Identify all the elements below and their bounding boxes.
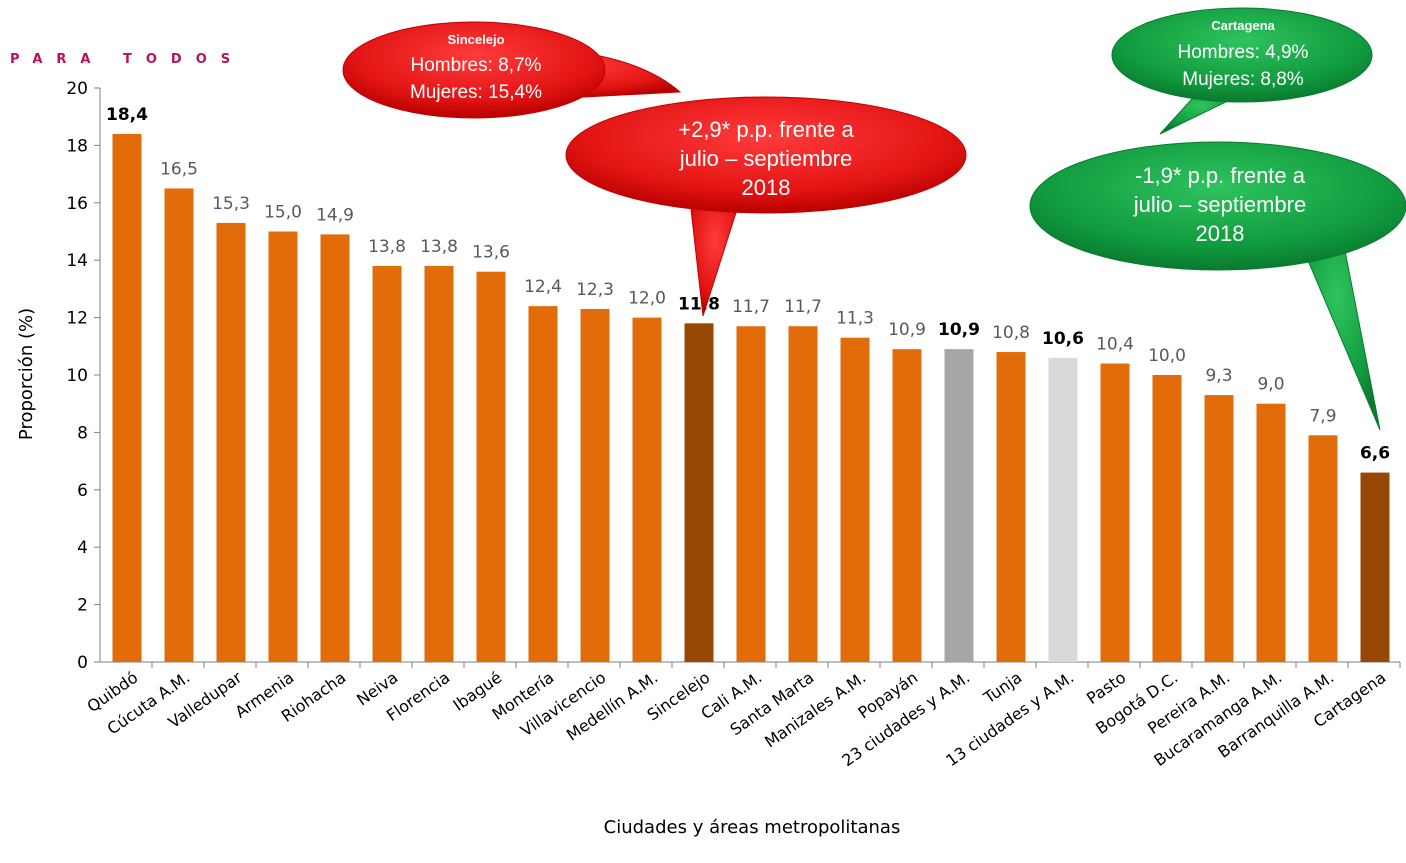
cartagena-callout-title: Cartagena [1211,18,1275,33]
cartagena-change-line2: julio – septiembre [1133,192,1306,217]
bar-medell-n-a-m- [632,317,662,662]
y-tick-label: 12 [66,309,88,329]
bar-riohacha [320,234,350,662]
y-tick-label: 6 [77,481,88,501]
value-label: 10,9 [938,320,980,340]
bar-florencia [424,265,454,662]
sincelejo-change-line2: julio – septiembre [679,146,852,171]
cartagena-callout-men: Hombres: 4,9% [1178,42,1309,63]
bar-ibagu- [476,271,506,662]
bar-armenia [268,231,298,662]
value-label: 9,0 [1257,375,1284,395]
value-label: 10,0 [1148,346,1186,366]
bar-popay-n [892,349,922,662]
value-label: 15,3 [212,194,250,214]
bar-c-cuta-a-m- [164,188,194,662]
y-tick-label: 10 [66,366,88,386]
value-label: 6,6 [1360,444,1390,464]
y-tick-label: 14 [66,251,88,271]
sincelejo-change-line3: 2018 [742,175,791,200]
value-label: 16,5 [160,159,198,179]
brand-text: PARA TODOS [10,52,245,67]
value-labels-group: 18,4 16,5 15,3 15,0 14,9 13,8 13,8 13,6 12,4 12,3… [106,105,1390,464]
y-tick-label: 2 [77,596,88,616]
bar-pereira-a-m- [1204,395,1234,662]
value-label: 11,7 [784,297,822,317]
bars-group [112,133,1401,668]
sincelejo-change-line1: +2,9* p.p. frente a [678,117,854,142]
value-label: 10,6 [1042,329,1084,349]
value-label: 18,4 [106,105,148,125]
sincelejo-callout-women: Mujeres: 15,4% [410,82,542,103]
cartagena-change-line1: -1,9* p.p. frente a [1135,163,1306,188]
cartagena-change-callout: -1,9* p.p. frente a julio – septiembre 2… [1029,141,1406,431]
cartagena-gender-callout: Cartagena Hombres: 4,9% Mujeres: 8,8% [1111,7,1373,135]
value-label: 15,0 [264,203,302,223]
bar-bucaramanga-a-m- [1256,403,1286,662]
value-label: 12,3 [576,280,614,300]
bar-tunja [996,352,1026,662]
value-label: 10,9 [888,320,926,340]
bar-santa-marta [788,326,818,662]
value-label: 11,8 [678,294,720,314]
value-label: 13,8 [368,237,406,257]
bar-barranquilla-a-m- [1308,435,1338,662]
x-axis-label: Ciudades y áreas metropolitanas [604,817,901,838]
bar-cali-a-m- [736,326,766,662]
value-label: 11,7 [732,297,770,317]
y-tick-label: 20 [66,79,88,99]
bar-bogot-d-c- [1152,375,1182,662]
y-tick-label: 0 [77,653,88,673]
bar-monter-a [528,306,558,662]
y-tick-label: 16 [66,194,88,214]
bar-quibd- [112,133,142,663]
value-label: 14,9 [316,205,354,225]
bar-manizales-a-m- [840,337,870,662]
y-tick-label: 8 [77,423,88,443]
value-label: 13,8 [420,237,458,257]
sincelejo-callout-title: Sincelejo [447,32,504,47]
value-label: 7,9 [1309,406,1336,426]
bar-pasto [1100,363,1130,662]
bar-23-ciudades-y-a-m- [944,349,974,662]
bar-valledupar [216,222,246,662]
y-tick-label: 18 [66,136,88,156]
y-axis-label: Proporción (%) [16,308,37,440]
cartagena-callout-women: Mujeres: 8,8% [1182,69,1304,90]
bar-sincelejo [684,323,714,662]
sincelejo-gender-callout: Sincelejo Hombres: 8,7% Mujeres: 15,4% [342,21,682,119]
bar-villavicencio [580,308,610,662]
bar-cartagena [1360,472,1390,662]
value-label: 13,6 [472,243,510,263]
value-label: 11,3 [836,309,874,329]
sincelejo-callout-men: Hombres: 8,7% [411,55,542,76]
cartagena-change-line3: 2018 [1196,221,1245,246]
value-label: 9,3 [1205,366,1232,386]
bar-13-ciudades-y-a-m- [1048,357,1078,662]
value-label: 12,0 [628,289,666,309]
value-label: 12,4 [524,277,562,297]
y-tick-label: 4 [77,538,88,558]
value-label: 10,8 [992,323,1030,343]
sincelejo-change-callout: +2,9* p.p. frente a julio – septiembre 2… [565,96,967,317]
value-label: 10,4 [1096,335,1134,355]
bar-neiva [372,265,402,662]
